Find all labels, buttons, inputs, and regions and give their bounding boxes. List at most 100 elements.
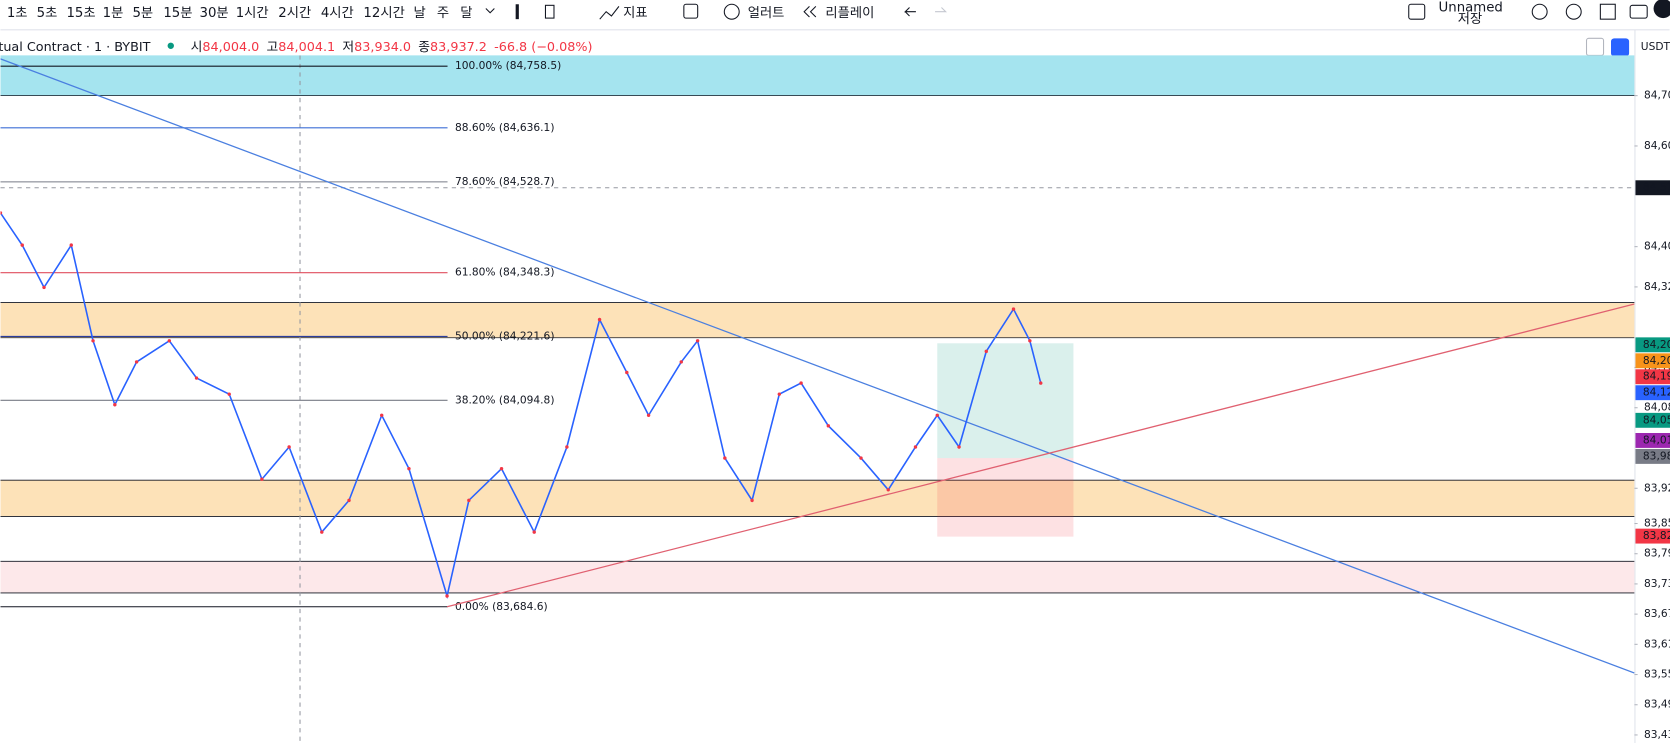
price-point [1028, 339, 1032, 343]
y-tick-label: 83,85 [1644, 517, 1670, 530]
price-point [499, 466, 504, 471]
y-tick-label: 83,67 [1644, 607, 1670, 620]
price-point [167, 339, 172, 343]
price-tag-label: 84,19 [1643, 370, 1670, 383]
price-tag-label: 84,51 [1643, 181, 1670, 194]
price-point [750, 498, 754, 503]
price-tag [1635, 353, 1670, 369]
fullscreen-icon[interactable] [1599, 3, 1616, 20]
zone [0, 561, 1635, 593]
interval-button[interactable]: 1초 [7, 6, 28, 21]
candle-icon[interactable] [515, 4, 519, 20]
y-tick-label: 83,43 [1644, 728, 1670, 741]
price-tag-label: 84,20 [1643, 354, 1670, 367]
price-point [826, 424, 831, 428]
price-tag-label: 84,05 [1643, 413, 1670, 426]
toolbar-group [485, 0, 1670, 20]
price-point [287, 445, 291, 449]
undo[interactable] [903, 7, 916, 17]
price-point [407, 466, 411, 471]
ohlc-label: 시 [191, 39, 203, 54]
fib-label: 100.00% (84,758.5) [455, 59, 561, 72]
interval-button[interactable]: 12시간 [363, 5, 404, 21]
price-point [467, 498, 471, 503]
interval-button[interactable]: 달 [460, 5, 472, 21]
layout-name[interactable]: Unnamed [1439, 0, 1503, 15]
price-point [984, 349, 988, 354]
interval-button[interactable]: 5초 [37, 6, 58, 21]
legend: tual Contract · 1 · BYBIT 시84,004.0 고84,… [0, 39, 592, 54]
snapshot-icon[interactable] [1629, 4, 1648, 19]
y-tick-label: 84,40 [1644, 240, 1670, 253]
price-tag-label: 84,12 [1643, 386, 1670, 399]
interval-button[interactable]: 15초 [66, 6, 95, 21]
price-point [1039, 381, 1043, 385]
replay[interactable]: 리플레이 [825, 5, 874, 21]
price-point [695, 339, 700, 343]
publish[interactable] [1653, 0, 1670, 19]
zone [0, 480, 1635, 517]
replay-icon [803, 6, 817, 18]
indicator-icon [599, 6, 620, 20]
toolbar [0, 0, 1670, 30]
interval-button[interactable]: 15분 [163, 6, 192, 21]
interval-button[interactable]: 2시간 [278, 5, 311, 21]
redo[interactable] [935, 7, 947, 13]
interval-button[interactable]: 4시간 [321, 5, 354, 21]
price-tag [1635, 433, 1670, 448]
ohlc-value: 84,004.1 [278, 39, 335, 54]
price-point [935, 413, 939, 417]
settings-icon[interactable] [1565, 3, 1582, 20]
alert-icon [723, 3, 740, 20]
save[interactable]: 저장 [1458, 11, 1482, 27]
price-point [913, 445, 918, 449]
y-tick-label: 83,61 [1644, 637, 1670, 650]
price-point [20, 243, 24, 247]
price-point [380, 413, 384, 417]
interval-button[interactable]: 5분 [132, 6, 153, 21]
symbol: tual Contract · 1 · BYBIT [0, 39, 151, 54]
alert[interactable]: 얼러트 [748, 5, 785, 21]
indicators[interactable]: 지표 [623, 5, 647, 21]
scroll-button[interactable] [1585, 37, 1605, 56]
fib-label: 50.00% (84,221.6) [455, 329, 555, 342]
trendline [0, 58, 1635, 674]
price-point [859, 456, 863, 460]
axis-unit: USDT [1641, 40, 1670, 53]
interval-button[interactable]: 30분 [200, 6, 229, 21]
interval-button[interactable]: 날 [413, 5, 425, 21]
sync-button[interactable] [1610, 38, 1630, 57]
trendline [446, 303, 1635, 608]
price-tag [1635, 385, 1670, 401]
price-tag-label: 83,98 [1643, 449, 1670, 462]
price-point [799, 381, 803, 385]
price-point [646, 413, 651, 417]
interval-button[interactable]: 1분 [103, 6, 124, 21]
price-point [42, 285, 46, 290]
fib-label: 0.00% (83,684.6) [455, 600, 548, 613]
ohlc-label: 고 [267, 39, 279, 54]
price-line [0, 212, 1042, 600]
price-point [0, 211, 3, 215]
fib-label: 38.20% (84,094.8) [455, 393, 555, 406]
price-tag [1635, 528, 1670, 544]
search-icon[interactable] [1531, 3, 1548, 20]
zone [0, 302, 1635, 338]
ohlc-value: 83,934.0 [354, 39, 411, 54]
bar-icon[interactable] [544, 4, 555, 19]
price-point [565, 445, 569, 449]
layout-checkbox[interactable] [1408, 3, 1426, 20]
price-point [69, 243, 73, 247]
interval-button[interactable]: 1시간 [236, 5, 269, 21]
price-point [194, 376, 199, 380]
interval-button[interactable]: 주 [437, 6, 449, 21]
price-point [320, 530, 324, 534]
y-tick-label: 83,79 [1644, 547, 1670, 560]
ohlc-value: 84,004.0 [202, 39, 259, 54]
y-tick-label: 83,92 [1644, 481, 1670, 494]
price-point [777, 392, 782, 396]
templates-icon[interactable] [683, 3, 699, 19]
fib-label: 78.60% (84,528.7) [455, 175, 555, 188]
price-tag [1635, 337, 1670, 353]
